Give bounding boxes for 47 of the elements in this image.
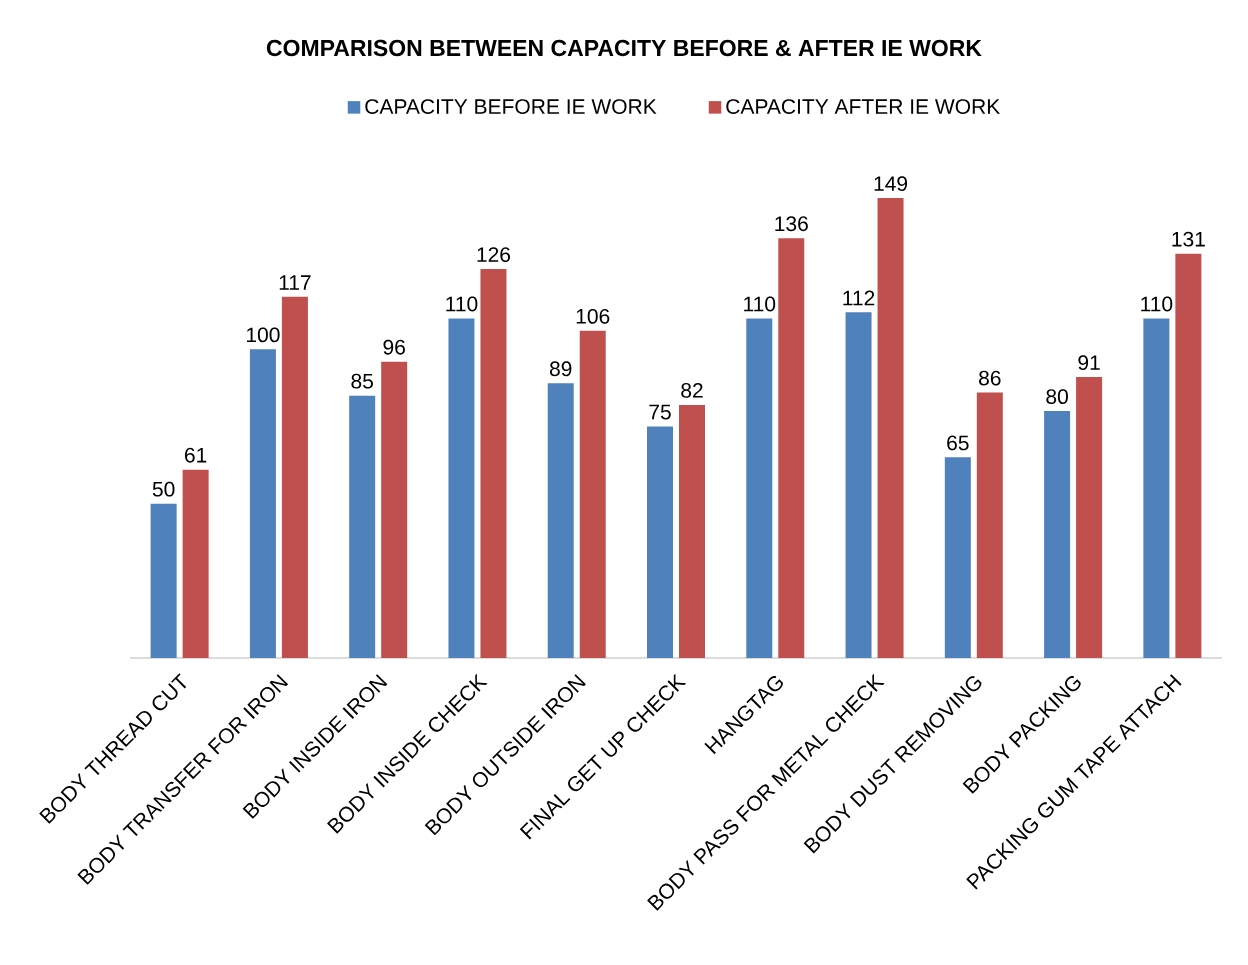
legend-label: CAPACITY AFTER IE WORK	[726, 99, 1001, 115]
data-label: 110	[1141, 296, 1173, 312]
bar	[647, 426, 674, 658]
bar	[944, 457, 971, 658]
data-label: 91	[1078, 355, 1100, 371]
bar	[281, 296, 308, 658]
bar	[448, 318, 475, 658]
data-label: 89	[549, 361, 572, 377]
bar	[150, 503, 177, 658]
data-label: 100	[246, 327, 280, 343]
bar	[349, 395, 376, 658]
bar	[1175, 253, 1202, 658]
bar	[1044, 411, 1071, 658]
data-label: 50	[152, 481, 175, 497]
data-label: 149	[874, 176, 908, 192]
data-label: 117	[279, 275, 311, 290]
chart-title: COMPARISON BETWEEN CAPACITY BEFORE & AFTER IE WORK	[266, 39, 982, 57]
data-label: 85	[351, 373, 373, 389]
data-label: 131	[1172, 231, 1205, 247]
bar	[547, 383, 574, 658]
bar	[679, 404, 706, 658]
data-label: 112	[843, 290, 875, 306]
bar	[976, 392, 1003, 658]
bar	[1143, 318, 1170, 658]
data-label: 82	[681, 382, 703, 398]
bar	[778, 238, 805, 658]
data-label: 86	[979, 370, 1001, 386]
bar	[1076, 377, 1103, 658]
data-label: 61	[185, 447, 207, 463]
data-label: 75	[649, 404, 671, 420]
data-label: 80	[1046, 389, 1068, 405]
data-label: 136	[775, 216, 808, 232]
bar	[877, 198, 904, 658]
bar	[579, 330, 606, 658]
data-label: 110	[446, 296, 478, 312]
bar	[845, 312, 872, 658]
bar	[746, 318, 773, 658]
bar	[381, 361, 408, 658]
data-label: 106	[576, 308, 610, 324]
bar	[182, 469, 209, 658]
legend-label: CAPACITY BEFORE IE WORK	[365, 99, 657, 115]
data-label: 126	[477, 247, 511, 263]
bar	[480, 269, 507, 658]
data-label: 110	[744, 296, 776, 312]
data-label: 65	[947, 435, 969, 451]
bar	[249, 349, 276, 658]
data-label: 96	[383, 339, 405, 355]
